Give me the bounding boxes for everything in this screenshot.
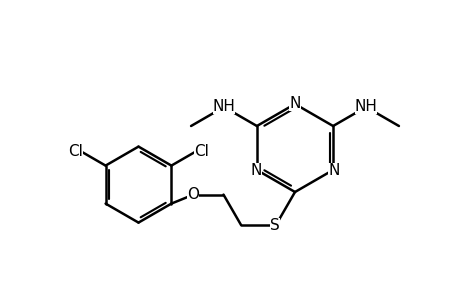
Text: S: S [269,218,279,233]
Text: Cl: Cl [194,144,209,159]
Text: NH: NH [354,98,377,113]
Text: Cl: Cl [68,144,83,159]
Text: N: N [289,95,300,110]
Text: N: N [328,163,339,178]
Text: O: O [187,187,199,202]
Text: N: N [250,163,261,178]
Text: NH: NH [212,98,235,113]
